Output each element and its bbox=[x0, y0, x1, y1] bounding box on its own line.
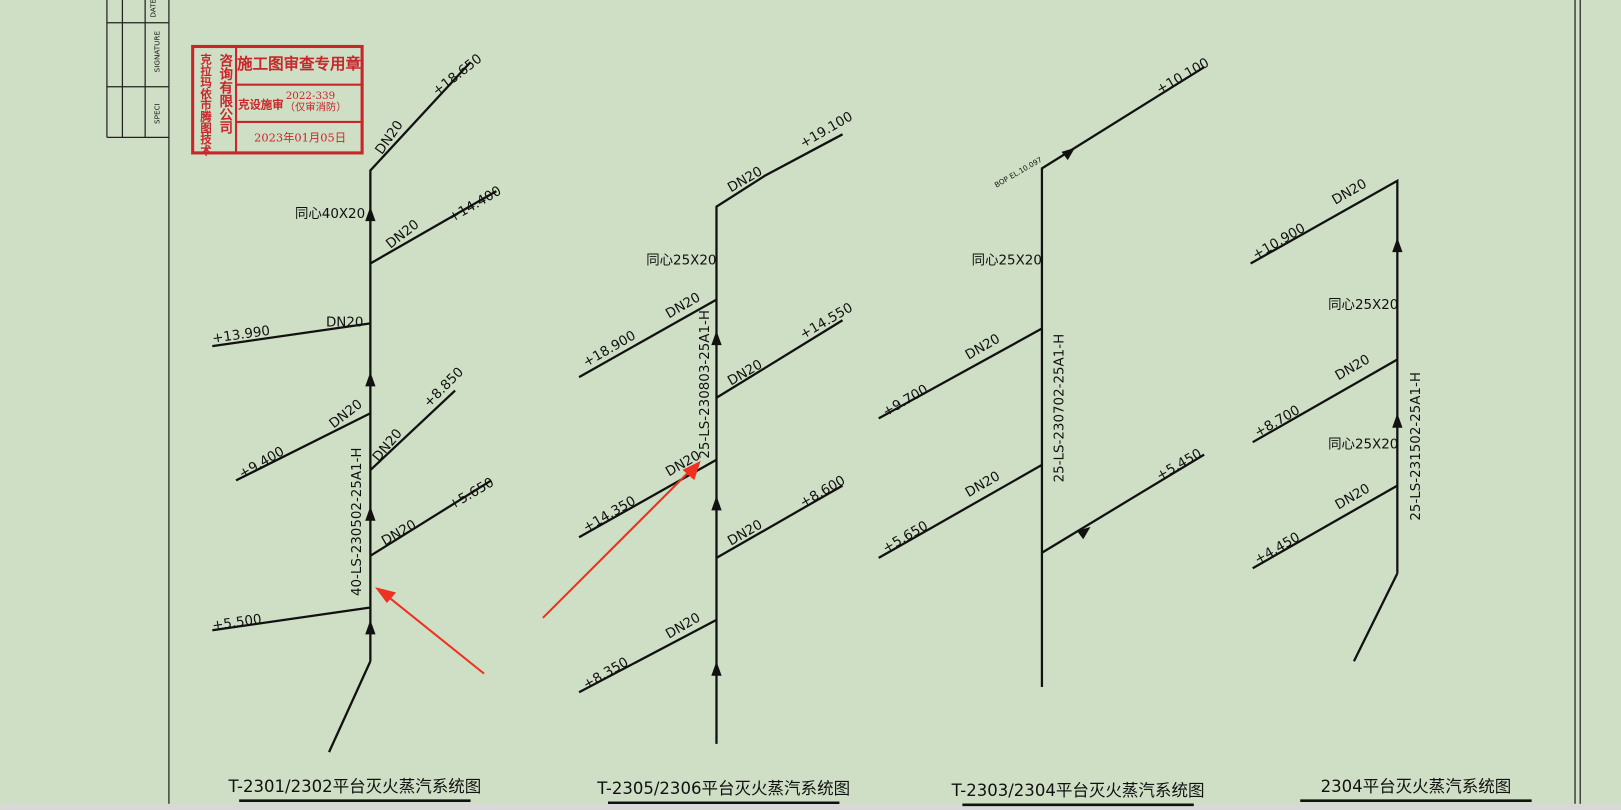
pipe-label: 同心25X20 bbox=[972, 252, 1042, 268]
pipe-label: 同心25X20 bbox=[1328, 436, 1398, 452]
stamp-company: 克拉玛依市腾图技术 bbox=[199, 53, 213, 157]
diagram-title: 2304平台灭火蒸汽系统图 bbox=[1321, 777, 1512, 796]
stamp-scope: （仅审消防） bbox=[285, 100, 347, 113]
title-block-label: DATE bbox=[148, 0, 157, 18]
line-number: 25-LS-230702-25A1-H bbox=[1052, 334, 1067, 483]
pipes bbox=[212, 61, 1403, 753]
line-number: 25-LS-231502-25A1-H bbox=[1409, 372, 1424, 521]
stamp-dept: 克设施审 bbox=[238, 97, 283, 111]
pipe-label: DN20 bbox=[326, 315, 363, 330]
arrows bbox=[375, 460, 701, 675]
stamp-company: 咨询有限公司 bbox=[216, 53, 233, 136]
title-block-label: SPECI bbox=[153, 103, 162, 124]
line-number: 25-LS-230803-25A1-H bbox=[698, 310, 713, 459]
title-block-label: SIGNATURE bbox=[153, 31, 162, 73]
pipe-label: 同心25X20 bbox=[1328, 297, 1398, 313]
pipe-label: 同心25X20 bbox=[646, 252, 716, 268]
stamp-date: 2023年01月05日 bbox=[254, 130, 346, 144]
diagram-title: T-2303/2304平台灭火蒸汽系统图 bbox=[951, 781, 1205, 800]
line-number: 40-LS-230502-25A1-H bbox=[350, 447, 365, 596]
pipe-label: +5.500 bbox=[211, 612, 262, 634]
diagram-title: T-2305/2306平台灭火蒸汽系统图 bbox=[596, 779, 850, 798]
stamp: 施工图审查专用章 2022-339 克设施审 （仅审消防） 2023年01月05… bbox=[191, 44, 364, 157]
diagram-title: T-2301/2302平台灭火蒸汽系统图 bbox=[227, 777, 481, 796]
stamp-title: 施工图审查专用章 bbox=[237, 54, 361, 73]
pipe-label: 同心40X20 bbox=[295, 206, 365, 222]
stamp-number: 2022-339 bbox=[286, 90, 336, 102]
